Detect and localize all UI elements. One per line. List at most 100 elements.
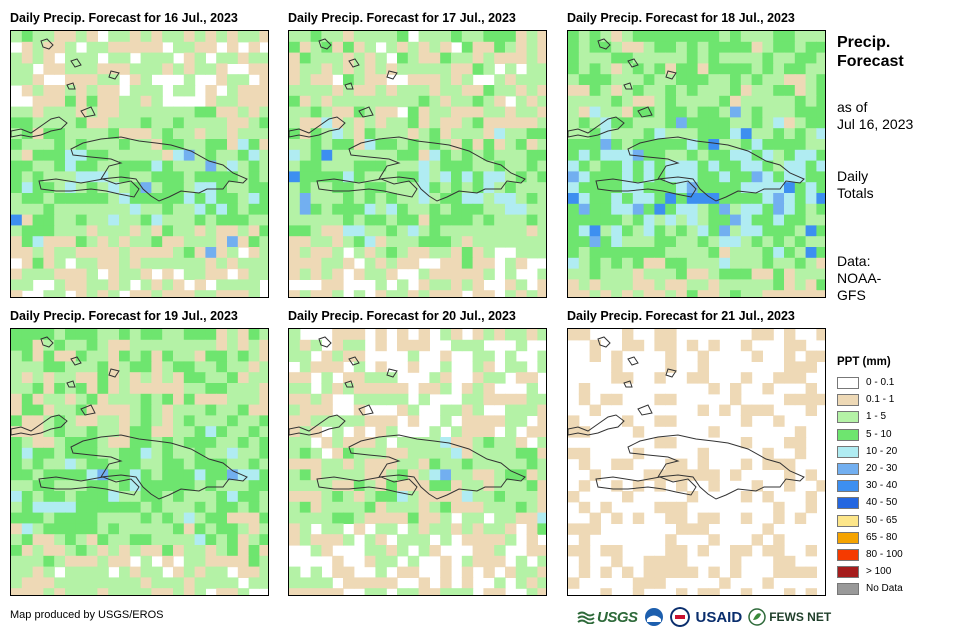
precip-cell [740, 257, 753, 270]
precip-cell [75, 588, 88, 595]
precip-cell [216, 257, 228, 270]
precip-cell [151, 279, 163, 291]
precip-cell [321, 491, 333, 503]
precip-cell [515, 480, 528, 492]
precip-cell [407, 404, 420, 416]
precip-cell [151, 523, 163, 535]
precip-cell [86, 437, 98, 449]
precip-cell [526, 31, 538, 43]
precip-cell [321, 501, 333, 514]
precip-cell [321, 149, 333, 162]
precip-cell [632, 247, 645, 259]
precip-cell [11, 74, 23, 86]
precip-cell [364, 491, 376, 503]
precip-cell [97, 290, 109, 297]
precip-cell [472, 469, 484, 481]
panel-title-1: Daily Precip. Forecast for 16 Jul., 2023 [10, 11, 238, 25]
precip-cell [568, 268, 580, 280]
precip-cell [353, 501, 366, 514]
precip-cell [75, 350, 88, 362]
precip-cell [129, 117, 142, 129]
precip-cell [299, 128, 312, 140]
precip-cell [751, 203, 763, 216]
noaa-logo-icon [644, 608, 663, 626]
precip-cell [343, 339, 355, 352]
precip-cell [805, 193, 817, 205]
precip-cell [794, 372, 807, 384]
precip-cell [108, 52, 120, 64]
precip-cell [397, 290, 409, 297]
precip-cell [483, 491, 495, 503]
precip-cell [119, 279, 131, 291]
precip-cell [719, 268, 731, 280]
precip-cell [654, 31, 666, 43]
precip-cell [676, 74, 688, 86]
precip-cell [21, 480, 34, 492]
precip-cell [332, 329, 344, 341]
precip-cell [237, 566, 250, 578]
precip-cell [375, 95, 387, 108]
precip-cell [151, 534, 163, 546]
precip-cell [119, 31, 131, 43]
precip-cell [611, 85, 623, 97]
precip-cell [86, 95, 98, 108]
precip-cell [386, 85, 398, 97]
precip-cell [505, 361, 517, 373]
precip-cell [321, 588, 333, 595]
precip-cell [21, 117, 34, 129]
precip-cell [140, 117, 152, 129]
precip-cell [65, 437, 77, 449]
precip-cell [332, 458, 344, 470]
precip-cell [343, 480, 355, 492]
precip-cell [784, 339, 796, 352]
precip-cell [589, 214, 601, 226]
precip-cell [364, 437, 376, 449]
precip-cell [451, 63, 463, 75]
precip-cell [32, 52, 44, 64]
precip-cell [11, 290, 23, 297]
precip-cell [515, 31, 528, 43]
precip-cell [483, 225, 495, 237]
precip-cell [237, 279, 250, 291]
precip-cell [686, 117, 699, 129]
precip-cell [108, 257, 120, 270]
precip-cell [418, 447, 430, 460]
precip-cell [505, 106, 517, 118]
precip-cell [75, 182, 88, 194]
precip-cell [129, 203, 142, 216]
precip-cell [332, 268, 344, 280]
precip-cell [494, 329, 506, 341]
precip-cell [407, 534, 420, 546]
precip-cell [643, 182, 655, 194]
precip-cell [194, 193, 206, 205]
precip-cell [429, 469, 441, 481]
precip-cell [32, 437, 44, 449]
precip-cell [697, 458, 709, 470]
precip-cell [505, 117, 517, 129]
precip-cell [697, 106, 709, 118]
precip-cell [32, 31, 44, 43]
precip-cell [526, 203, 538, 216]
precip-cell [600, 279, 612, 291]
precip-cell [216, 469, 228, 481]
precip-cell [216, 350, 228, 362]
precip-cell [216, 383, 228, 395]
precip-cell [708, 41, 720, 54]
precip-cell [526, 491, 538, 503]
precip-cell [32, 383, 44, 395]
precip-cell [129, 566, 142, 578]
precip-cell [526, 52, 538, 64]
precip-cell [108, 203, 120, 216]
precip-cell [108, 95, 120, 108]
precip-cell [140, 236, 152, 248]
precip-cell [526, 106, 538, 118]
precip-cell [407, 128, 420, 140]
precip-cell [205, 31, 217, 43]
precip-cell [505, 501, 517, 514]
precip-cell [289, 393, 301, 406]
precip-cell [537, 491, 546, 503]
precip-cell [310, 458, 322, 470]
precip-cell [321, 393, 333, 406]
precip-cell [375, 437, 387, 449]
precip-cell [375, 182, 387, 194]
